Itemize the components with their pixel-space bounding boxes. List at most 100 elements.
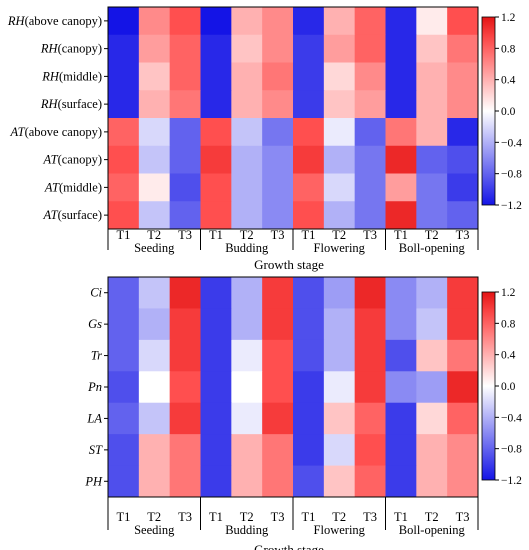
heatmap-cell (108, 34, 140, 63)
heatmap-cell (169, 7, 201, 36)
heatmap-cell (200, 7, 232, 36)
heatmap-cell (416, 173, 448, 202)
colorbar-tick-label: −1.2 (501, 200, 522, 212)
heatmap-cell (416, 201, 448, 230)
heatmap-cell (200, 118, 232, 147)
heatmap-cell (200, 62, 232, 91)
heatmap-cell (200, 339, 232, 372)
colorbar-tick-label: 0.4 (501, 75, 516, 87)
row-label: RH(surface) (40, 97, 102, 111)
column-label: T3 (178, 228, 192, 242)
heatmap-cell (354, 90, 386, 119)
heatmap-cell (447, 339, 479, 372)
heatmap-cell (293, 118, 325, 147)
heatmap-cell (262, 201, 294, 230)
group-label: Flowering (314, 523, 366, 537)
column-label: T3 (363, 510, 377, 524)
column-label: T2 (240, 510, 254, 524)
heatmap-cell (138, 308, 171, 341)
heatmap-cell (323, 277, 356, 309)
heatmap-cell (262, 371, 294, 404)
heatmap-cell (169, 90, 201, 119)
heatmap-1: RH(above canopy) RH(canopy) RH(middle) RH(s… (7, 6, 522, 272)
colorbar (481, 16, 496, 206)
heatmap-cell (262, 90, 294, 119)
heatmap-cell (293, 402, 325, 435)
heatmap-cell (385, 62, 417, 91)
heatmap-cell (262, 339, 294, 372)
colorbar-tick-label: 0.0 (501, 106, 516, 118)
heatmap-cell (416, 34, 448, 63)
group-label: Boll-opening (399, 523, 466, 537)
heatmap-cell (447, 402, 479, 435)
heatmap-cell (108, 339, 140, 372)
column-label: T2 (147, 510, 161, 524)
group-label: Seeding (134, 523, 175, 537)
row-label: AT(surface) (42, 208, 102, 222)
heatmap-cell (262, 7, 294, 36)
heatmap-cell (323, 308, 356, 341)
heatmap-cell (416, 371, 448, 404)
colorbar-tick-label: 1.2 (501, 12, 516, 24)
heatmap-cell (385, 402, 417, 435)
heatmap-cell (108, 90, 140, 119)
heatmap-cell (323, 34, 356, 63)
heatmap-cell (447, 371, 479, 404)
row-label: AT(above canopy) (9, 125, 102, 139)
heatmap-cell (200, 277, 232, 309)
heatmap-cell (354, 118, 386, 147)
heatmap-cell (108, 62, 140, 91)
heatmap-cell (385, 90, 417, 119)
heatmap-cell (200, 434, 232, 467)
heatmap-cell (416, 402, 448, 435)
heatmap-cell (447, 7, 479, 36)
heatmap-cell (385, 145, 417, 174)
heatmap-cell (323, 145, 356, 174)
heatmap-cell (323, 434, 356, 467)
row-label: Gs (88, 317, 102, 331)
heatmap-cell (138, 90, 171, 119)
heatmap-cell (293, 90, 325, 119)
heatmap-cell (262, 62, 294, 91)
x-axis-title: Growth stage (254, 257, 324, 272)
heatmap-cell (323, 90, 356, 119)
heatmap-cell (169, 62, 201, 91)
heatmap-cell (447, 90, 479, 119)
row-label: Pn (87, 380, 102, 394)
heatmap-cell (169, 402, 201, 435)
heatmap-cell (231, 118, 263, 147)
colorbar-tick-label: 0.0 (501, 381, 516, 393)
heatmap-cell (447, 62, 479, 91)
heatmap-cell (447, 201, 479, 230)
heatmap-cell (416, 434, 448, 467)
heatmap-cell (231, 7, 263, 36)
heatmap-cell (262, 434, 294, 467)
heatmap-cell (293, 308, 325, 341)
heatmap-cell (385, 277, 417, 309)
heatmap-cell (231, 339, 263, 372)
heatmap-cell (200, 308, 232, 341)
heatmap-cell (108, 277, 140, 309)
heatmap-cell (385, 371, 417, 404)
heatmap-cell (385, 7, 417, 36)
heatmap-cell (447, 434, 479, 467)
heatmap-cell (138, 371, 171, 404)
colorbar-tick-label: −0.4 (501, 412, 522, 424)
heatmap-cell (108, 145, 140, 174)
column-label: T1 (209, 510, 223, 524)
heatmap-cell (169, 145, 201, 174)
heatmap-cell (169, 201, 201, 230)
column-label: T3 (456, 510, 470, 524)
heatmap-cell (138, 434, 171, 467)
heatmap-cell (138, 118, 171, 147)
colorbar-tick-label: 0.4 (501, 350, 516, 362)
heatmap-cell (262, 277, 294, 309)
heatmap-cell (169, 118, 201, 147)
heatmap-cell (169, 465, 201, 498)
heatmap-cell (416, 62, 448, 91)
heatmap-cell (354, 173, 386, 202)
heatmap-cell (416, 308, 448, 341)
heatmap-cell (200, 201, 232, 230)
column-label: T3 (363, 228, 377, 242)
heatmap-cell (138, 62, 171, 91)
